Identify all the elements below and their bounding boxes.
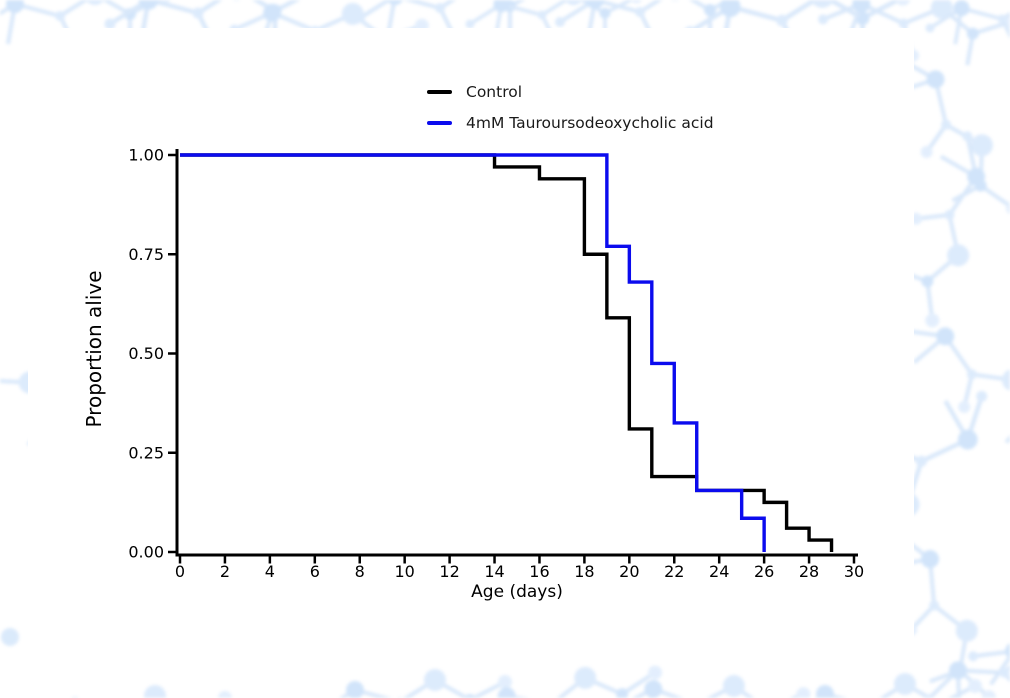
x-tick-label: 28 — [799, 562, 819, 581]
x-tick-label: 8 — [355, 562, 365, 581]
x-tick-label: 14 — [484, 562, 504, 581]
legend-entry-control: Control — [427, 84, 714, 100]
x-tick-label: 30 — [844, 562, 864, 581]
y-axis-ticks: 1.00 0.75 0.50 0.25 0.00 — [128, 146, 177, 562]
x-axis-label: Age (days) — [471, 582, 563, 602]
x-tick-label: 24 — [709, 562, 729, 581]
x-tick-label: 0 — [175, 562, 185, 581]
x-tick-label: 2 — [220, 562, 230, 581]
y-axis-label: Proportion alive — [82, 270, 106, 427]
y-tick-label: 0.50 — [128, 344, 164, 363]
x-axis-ticks: 0 2 4 6 8 10 12 14 16 18 20 22 24 26 28 30 — [175, 555, 864, 581]
legend-entry-treatment: 4mM Tauroursodeoxycholic acid — [427, 115, 714, 131]
survival-curve-treatment — [180, 153, 766, 552]
x-tick-label: 26 — [754, 562, 774, 581]
y-tick-label: 0.75 — [128, 245, 164, 264]
x-tick-label: 20 — [619, 562, 639, 581]
x-tick-label: 6 — [310, 562, 320, 581]
y-tick-label: 1.00 — [128, 146, 164, 165]
legend-label-control: Control — [466, 83, 523, 101]
treatment-line-swatch — [427, 121, 452, 125]
x-tick-label: 12 — [439, 562, 459, 581]
x-tick-label: 18 — [574, 562, 594, 581]
y-tick-label: 0.25 — [128, 443, 164, 462]
legend-label-treatment: 4mM Tauroursodeoxycholic acid — [466, 114, 714, 132]
x-tick-label: 4 — [265, 562, 275, 581]
x-tick-label: 22 — [664, 562, 684, 581]
y-tick-label: 0.00 — [128, 543, 164, 562]
x-tick-label: 10 — [394, 562, 414, 581]
control-line-swatch — [427, 90, 452, 94]
x-tick-label: 16 — [529, 562, 549, 581]
legend: Control 4mM Tauroursodeoxycholic acid — [427, 84, 714, 146]
survival-curves — [180, 153, 834, 552]
survival-curve-control — [180, 153, 834, 552]
